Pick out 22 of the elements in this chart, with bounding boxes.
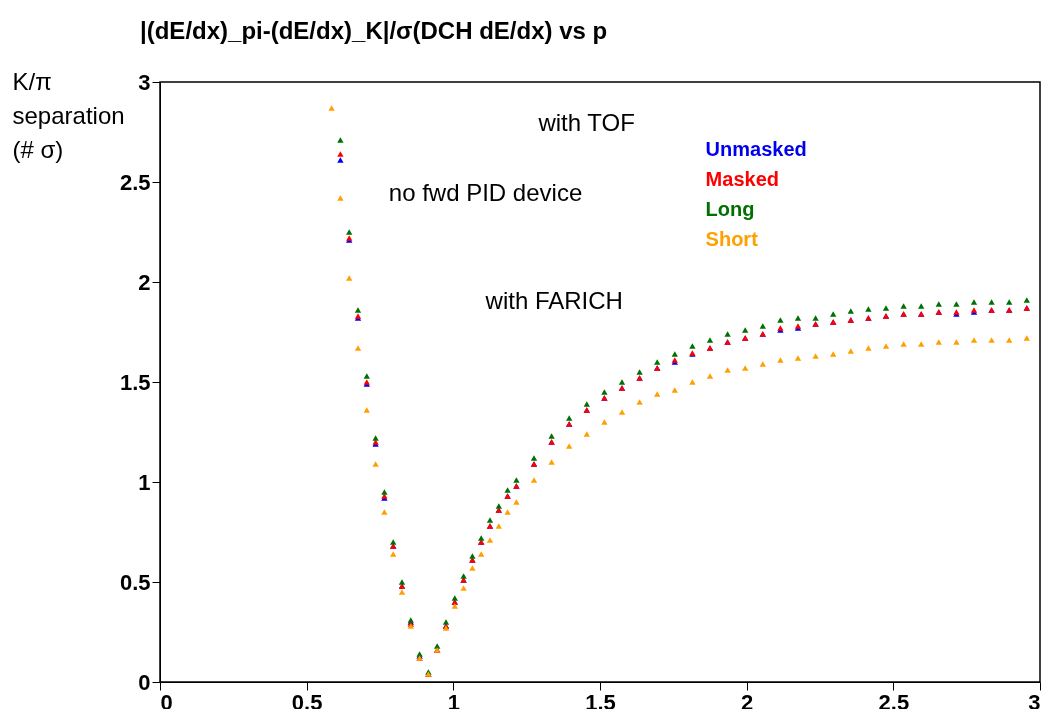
y-tick-label: 3	[138, 69, 151, 95]
chart-title: |(dE/dx)_pi-(dE/dx)_K|/σ(DCH dE/dx) vs p	[140, 17, 608, 44]
x-tick-label: 3	[1028, 689, 1041, 709]
x-tick-label: 0	[160, 689, 173, 709]
text: Short	[705, 228, 759, 250]
text: Masked	[705, 168, 779, 190]
text: Long	[705, 198, 755, 220]
x-tick-label: 2	[741, 689, 754, 709]
y-axis-title: K/π separation (# σ)	[12, 67, 125, 163]
annotation: no fwd PID device	[388, 179, 583, 206]
annotation: with TOF	[537, 109, 635, 136]
x-tick-label: 0.5	[291, 689, 323, 709]
y-tick-label: 1	[138, 469, 151, 495]
y-tick-label: 2.5	[119, 169, 151, 195]
y-tick-label: 0.5	[119, 569, 151, 595]
x-tick-label: 1.5	[585, 689, 616, 709]
x-tick-label: 2.5	[878, 689, 910, 709]
y-tick-label: 2	[138, 269, 151, 295]
y-tick-label: 1.5	[119, 369, 151, 395]
text: Unmasked	[705, 138, 807, 160]
x-tick-label: 1	[447, 689, 460, 709]
annotation: with FARICH	[484, 287, 623, 314]
